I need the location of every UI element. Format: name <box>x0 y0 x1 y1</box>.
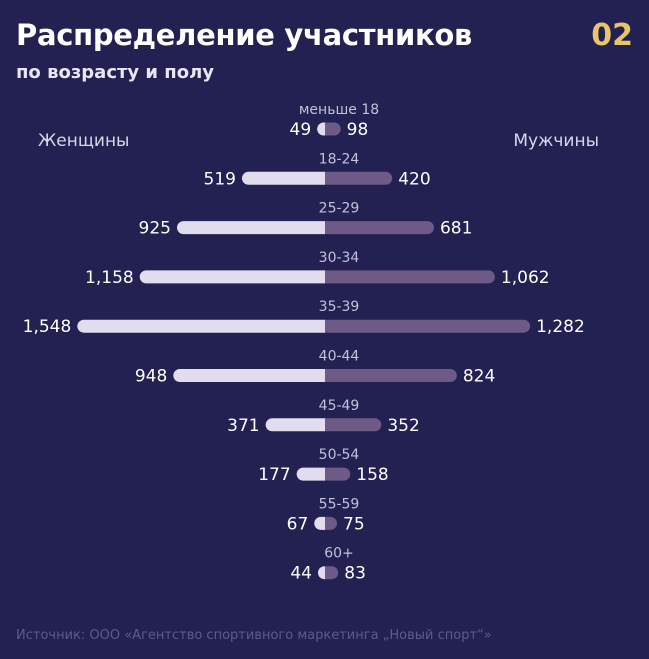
women-value-label: 1,158 <box>85 268 134 288</box>
age-group-label: 45-49 <box>319 398 360 414</box>
men-bar <box>325 171 393 185</box>
age-group-label: меньше 18 <box>299 102 379 118</box>
men-value-label: 352 <box>387 416 419 436</box>
men-bar <box>325 566 339 580</box>
men-value-label: 681 <box>440 219 472 239</box>
age-group-label: 55-59 <box>319 496 360 512</box>
age-group-label: 40-44 <box>319 349 360 365</box>
age-group-label: 18-24 <box>319 151 360 167</box>
men-bar <box>325 369 457 382</box>
women-bar <box>265 418 325 432</box>
men-bar <box>325 418 382 432</box>
women-bar <box>177 221 325 235</box>
age-group-label: 25-29 <box>319 201 360 217</box>
women-bar <box>139 270 325 284</box>
women-bar <box>314 516 325 530</box>
source-footnote: Источник: ООО «Агентство спортивного мар… <box>16 628 492 643</box>
men-bar <box>325 221 434 235</box>
age-group-label: 60+ <box>324 546 354 562</box>
women-bar <box>317 566 325 580</box>
men-bar <box>325 319 531 333</box>
men-value-label: 420 <box>398 169 430 189</box>
men-bar <box>325 516 338 530</box>
men-value-label: 1,282 <box>536 317 585 337</box>
men-value-label: 158 <box>356 465 388 485</box>
age-group-label: 50-54 <box>319 447 360 463</box>
women-value-label: 519 <box>204 169 236 189</box>
women-value-label: 948 <box>135 367 167 387</box>
men-value-label: 824 <box>463 367 495 387</box>
chart-title: Распределение участников <box>16 18 473 52</box>
age-group-label: 30-34 <box>319 250 360 266</box>
men-bar <box>325 270 495 284</box>
page-number-badge: 02 <box>591 18 633 53</box>
men-bar <box>325 467 351 481</box>
legend-women-label: Женщины <box>38 131 130 151</box>
women-bar <box>173 369 325 382</box>
women-value-label: 925 <box>139 219 171 239</box>
women-value-label: 1,548 <box>23 317 72 337</box>
chart-subtitle: по возрасту и полу <box>16 62 215 83</box>
men-value-label: 75 <box>343 514 365 534</box>
legend-men-label: Мужчины <box>513 131 599 151</box>
women-value-label: 44 <box>290 564 312 584</box>
women-bar <box>296 467 325 481</box>
women-value-label: 49 <box>290 120 312 140</box>
women-value-label: 177 <box>258 465 290 485</box>
men-value-label: 98 <box>347 120 369 140</box>
women-value-label: 67 <box>287 514 309 534</box>
women-bar <box>317 122 325 136</box>
women-bar <box>241 171 325 185</box>
women-value-label: 371 <box>227 416 259 436</box>
age-group-label: 35-39 <box>319 299 360 315</box>
men-bar <box>325 122 341 136</box>
women-bar <box>77 319 325 333</box>
men-value-label: 83 <box>344 564 366 584</box>
men-value-label: 1,062 <box>501 268 550 288</box>
